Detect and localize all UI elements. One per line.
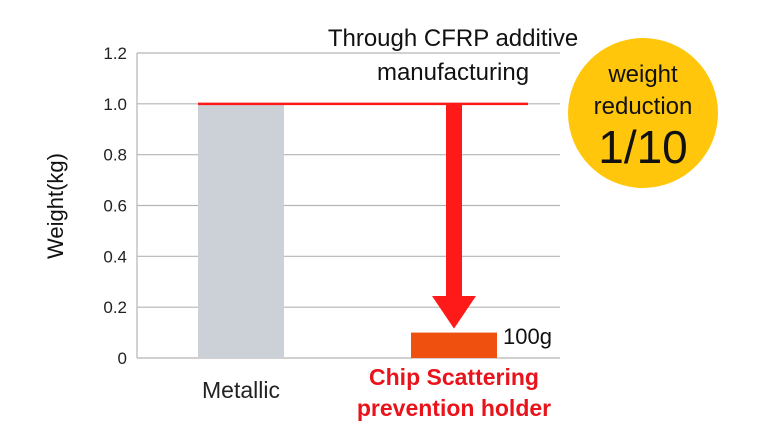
badge-line-1: weight — [607, 61, 678, 88]
reduction-arrow — [432, 103, 476, 329]
category-label-metallic: Metallic — [202, 377, 280, 403]
badge-value: 1/10 — [598, 121, 688, 173]
y-tick-label: 0 — [118, 349, 127, 368]
badge-line-2: reduction — [594, 93, 693, 120]
arrow-shaft — [446, 103, 462, 298]
y-axis-label: Weight(kg) — [43, 153, 68, 259]
arrow-head — [432, 296, 476, 329]
badge-circle — [568, 38, 718, 188]
weight-reduction-badge: weight reduction 1/10 — [568, 38, 718, 188]
y-tick-label: 0.8 — [103, 146, 127, 165]
y-tick-label: 0.2 — [103, 298, 127, 317]
category-label-cfrp-line-2: prevention holder — [357, 395, 551, 421]
bars — [198, 103, 497, 358]
y-tick-label: 0.6 — [103, 197, 127, 216]
y-tick-label: 1.2 — [103, 44, 127, 63]
y-tick-label: 1.0 — [103, 95, 127, 114]
bar-0 — [198, 103, 284, 358]
data-label-cfrp: 100g — [503, 324, 552, 349]
annotation-line-1: Through CFRP additive — [328, 25, 578, 52]
annotation-line-2: manufacturing — [377, 59, 529, 86]
bar-1 — [411, 332, 497, 358]
y-tick-labels: 0 0.2 0.4 0.6 0.8 1.0 1.2 — [103, 44, 127, 368]
category-label-cfrp-line-1: Chip Scattering — [369, 364, 539, 390]
y-tick-label: 0.4 — [103, 247, 127, 266]
